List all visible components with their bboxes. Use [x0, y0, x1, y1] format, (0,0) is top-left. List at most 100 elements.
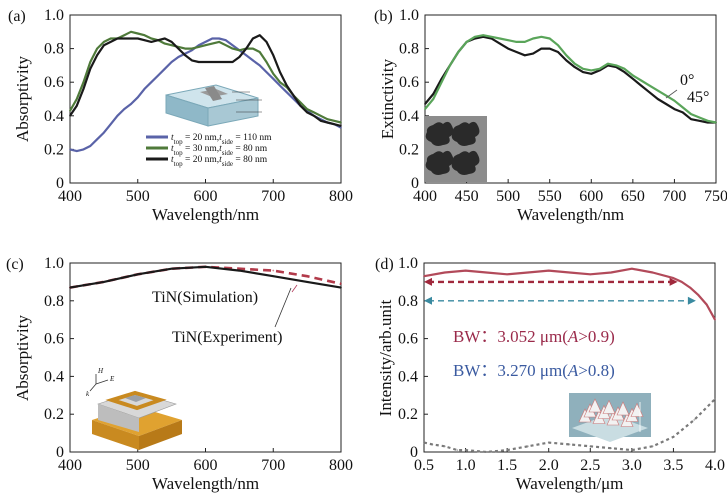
legend-text-part: t: [171, 133, 174, 143]
annotation-text: BW：3.052 μm(: [453, 327, 568, 346]
data-point: [424, 103, 426, 105]
data-point: [102, 40, 105, 43]
data-point: [333, 119, 336, 122]
data-point: [224, 61, 227, 63]
data-point: [123, 34, 126, 37]
data-point: [197, 61, 200, 63]
data-point: [96, 138, 98, 141]
data-point: [211, 37, 214, 40]
data-point: [515, 51, 518, 53]
inset-axis-E: E: [109, 375, 115, 383]
data-point: [224, 44, 227, 47]
data-point: [714, 398, 716, 400]
data-point: [706, 119, 709, 122]
legend-text-part: = 110 nm: [233, 133, 272, 143]
series-0: [424, 35, 717, 124]
data-point: [136, 37, 139, 40]
y-tick-label: 0.6: [44, 331, 64, 348]
data-point: [615, 64, 618, 67]
data-point: [82, 88, 85, 90]
inset-axis-k: k: [86, 390, 90, 398]
data-point: [482, 34, 485, 37]
data-point: [326, 118, 329, 121]
panel-b: (b) 400 450 500 550 600 650 700 750 0 0.2 0.4 0.6 0.8…: [374, 7, 727, 224]
x-axis-label: Wavelength/nm: [152, 205, 259, 224]
panel-label: (c): [6, 256, 24, 273]
data-point: [69, 148, 71, 151]
nanostructure-shape: [451, 121, 480, 146]
data-point: [143, 88, 146, 90]
data-point: [136, 32, 139, 35]
bandwidth-arrowhead: [424, 277, 432, 286]
data-point: [211, 61, 214, 63]
data-point: [170, 267, 173, 270]
data-point: [252, 59, 254, 62]
annotation-leader: [665, 89, 678, 99]
legend-entry: ttop = 30 nm,tside = 80 nm: [171, 144, 268, 157]
data-point: [163, 37, 166, 40]
data-point: [431, 443, 434, 446]
x-tick-label: 500: [126, 457, 150, 474]
bandwidth-annotation: BW：3.052 μm(A>0.9): [453, 327, 615, 346]
data-point: [598, 67, 601, 70]
data-point: [306, 111, 309, 114]
data-point: [672, 277, 675, 280]
data-point: [170, 44, 173, 47]
data-point: [258, 64, 261, 67]
series-line: [69, 265, 342, 289]
data-point: [191, 47, 193, 50]
data-point: [665, 94, 668, 97]
data-point: [432, 98, 435, 100]
data-point: [279, 71, 281, 74]
data-point: [123, 37, 126, 40]
data-point: [698, 119, 701, 122]
data-point: [170, 61, 173, 63]
label-experiment: TiN(Experiment): [172, 329, 283, 346]
pyramid: [588, 398, 602, 413]
x-tick-label: 400: [413, 188, 437, 205]
legend-entry: ttop = 20 nm,tside = 80 nm: [171, 155, 268, 168]
data-point: [272, 77, 275, 80]
data-point: [136, 273, 139, 276]
data-point: [279, 81, 281, 84]
legend-text-part: = 80 nm: [233, 144, 268, 154]
data-point: [170, 40, 173, 43]
series-0: [69, 265, 342, 289]
data-point: [631, 74, 634, 77]
data-point: [204, 61, 207, 63]
data-point: [640, 79, 643, 82]
data-point: [515, 40, 518, 43]
data-point: [89, 61, 92, 63]
legend-text-part: top: [174, 149, 183, 157]
data-point: [130, 103, 132, 105]
x-tick-label: 450: [455, 188, 479, 205]
data-point: [485, 451, 488, 453]
data-point: [630, 267, 633, 270]
data-point: [651, 271, 654, 274]
y-tick-label: 0.2: [399, 141, 419, 158]
data-point: [224, 39, 227, 42]
data-point: [568, 271, 571, 274]
data-point: [473, 35, 476, 38]
data-point: [150, 37, 153, 40]
data-point: [306, 281, 309, 283]
x-tick-label: 600: [194, 457, 218, 474]
data-point: [231, 47, 234, 50]
data-point: [423, 275, 425, 278]
annotation-tail: >0.9): [578, 327, 615, 346]
legend-text-part: t: [219, 133, 222, 143]
x-tick-label: 650: [621, 188, 645, 205]
data-point: [443, 445, 446, 448]
data-point: [265, 61, 268, 63]
data-point: [565, 59, 568, 62]
data-point: [506, 449, 509, 452]
legend-text-part: side: [222, 138, 233, 146]
data-point: [340, 124, 342, 127]
inset-right-face: [139, 420, 182, 450]
y-tick-label: 0.2: [44, 406, 64, 423]
y-tick-label: 0.6: [44, 74, 64, 91]
y-tick-label: 0.8: [398, 293, 418, 310]
data-point: [457, 51, 460, 53]
data-point: [485, 271, 488, 274]
data-point: [689, 286, 691, 289]
